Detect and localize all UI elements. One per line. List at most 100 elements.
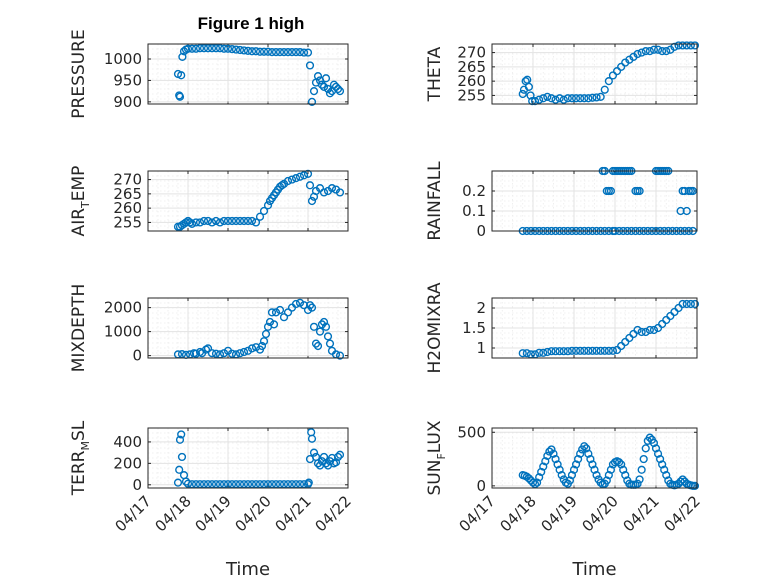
data-point: [295, 298, 305, 307]
data-point: [637, 48, 646, 57]
data-point: [335, 188, 345, 197]
data-point: [660, 465, 669, 474]
data-point: [612, 67, 622, 76]
data-point: [275, 48, 285, 57]
data-point: [567, 471, 577, 480]
data-point: [582, 444, 591, 453]
data-point: [541, 457, 550, 466]
data-point: [535, 473, 544, 482]
data-point: [279, 313, 289, 322]
y-axis-label-main: MIXDEPTH: [69, 284, 89, 373]
axes-pressure: 900 950 1000 PRESSURE: [69, 29, 349, 119]
data-point: [287, 48, 297, 57]
data-point: [584, 449, 593, 458]
data-point: [670, 42, 679, 51]
data-point: [207, 349, 217, 358]
data-point: [211, 349, 221, 358]
data-point: [227, 349, 237, 358]
data-point: [319, 317, 329, 327]
data-point: [178, 52, 187, 61]
data-point: [259, 47, 269, 56]
y-axis-label-subscript: M: [79, 441, 92, 451]
data-point: [678, 41, 687, 50]
data-point: [319, 82, 329, 91]
y-tick-label: 400: [113, 433, 142, 451]
data-point: [604, 77, 613, 86]
data-point: [263, 47, 273, 56]
data-point: [255, 212, 265, 221]
y-tick-label: 1: [476, 339, 486, 357]
plot-frame: [491, 170, 698, 232]
data-point: [219, 216, 229, 226]
data-point: [674, 41, 683, 50]
data-point: [307, 303, 317, 312]
data-point: [321, 459, 331, 468]
y-tick-label: 0.1: [462, 202, 486, 220]
data-point: [317, 80, 327, 89]
data-point: [269, 320, 279, 329]
data-point: [317, 457, 327, 466]
data-point: [243, 216, 253, 226]
data-point: [543, 347, 552, 357]
data-point: [219, 44, 229, 53]
data-point: [635, 475, 644, 484]
data-point: [555, 94, 564, 103]
data-point: [187, 219, 197, 228]
data-point: [239, 46, 249, 55]
data-point: [235, 45, 245, 55]
data-point: [639, 454, 648, 464]
data-point: [678, 299, 687, 309]
data-point: [175, 465, 184, 474]
data-point: [319, 188, 329, 197]
y-tick-label: 265: [457, 58, 486, 76]
data-point: [313, 341, 323, 351]
y-axis-label: SUNFLUX: [425, 420, 448, 495]
data-point: [592, 93, 601, 102]
data-point: [259, 206, 269, 216]
data-point: [295, 48, 305, 57]
data-point: [645, 47, 654, 56]
y-tick-label: 0: [132, 347, 142, 365]
data-point: [313, 459, 323, 468]
data-point: [559, 347, 568, 356]
data-point: [658, 460, 667, 469]
y-tick-label: 200: [113, 454, 142, 472]
data-point: [563, 347, 572, 356]
data-point: [549, 449, 558, 458]
data-point: [263, 201, 273, 210]
data-point: [555, 465, 564, 474]
data-point: [584, 346, 593, 355]
data-point: [592, 346, 601, 355]
x-axis-label: Time: [225, 559, 270, 580]
data-point: [608, 71, 618, 80]
y-axis-label: MIXDEPTH: [69, 284, 89, 373]
data-point: [307, 97, 317, 106]
data-point: [304, 478, 313, 487]
data-point: [177, 452, 187, 462]
y-tick-label: 0: [132, 476, 142, 494]
data-point: [175, 92, 185, 101]
data-point: [633, 325, 642, 335]
data-point: [203, 216, 213, 226]
y-axis-label-tail: LUX: [425, 420, 445, 453]
y-tick-label: 0: [476, 222, 486, 240]
data-point: [621, 471, 630, 480]
data-point: [586, 454, 595, 464]
data-point: [543, 92, 552, 101]
data-point: [655, 454, 665, 464]
data-point: [649, 438, 659, 448]
data-point: [604, 471, 613, 480]
data-point: [307, 434, 317, 443]
data-point: [299, 171, 309, 180]
y-tick-label: 900: [113, 93, 142, 111]
data-point: [275, 305, 285, 315]
data-point: [175, 435, 185, 444]
data-point: [315, 327, 325, 336]
data-point: [191, 349, 201, 358]
y-axis-label-main: AIR: [69, 208, 89, 237]
data-point: [321, 322, 331, 331]
data-point: [567, 346, 577, 355]
data-point: [600, 85, 609, 94]
data-point: [614, 458, 624, 467]
